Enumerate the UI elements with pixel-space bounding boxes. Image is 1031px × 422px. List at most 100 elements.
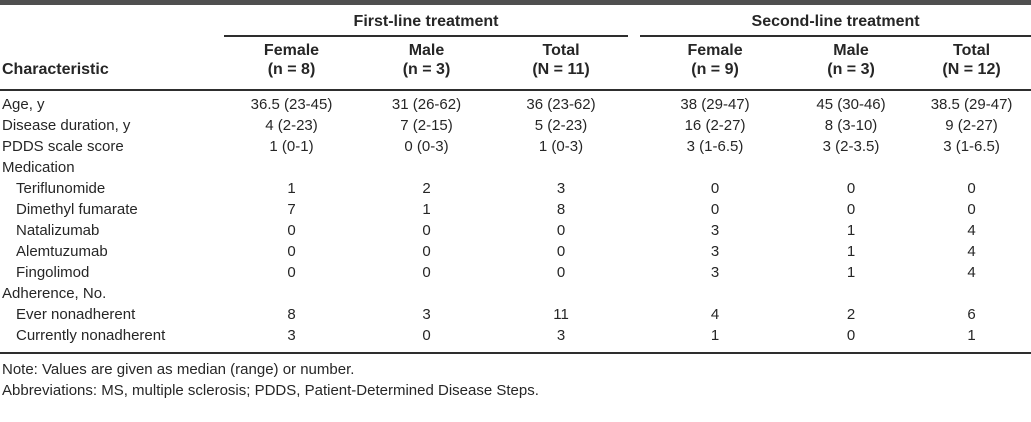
column-header-n: (n = 3) [402, 61, 451, 78]
column-header-label: Total [542, 42, 580, 59]
cell-value [640, 283, 790, 304]
cell-value: 4 [967, 243, 976, 260]
cell-value [640, 157, 790, 178]
column-gap [628, 136, 640, 157]
row-label: Age, y [2, 96, 45, 113]
cell-value: 5 (2-23) [534, 117, 588, 134]
row-label: PDDS scale score [2, 138, 124, 155]
column-header-fl-male: Male (n = 3) [359, 36, 494, 91]
column-header-sl-total: Total (N = 12) [912, 36, 1031, 91]
column-header-n: (n = 3) [827, 61, 875, 78]
group-header-row: First-line treatment Second-line treatme… [0, 5, 1031, 37]
column-header-gap [628, 36, 641, 91]
top-rule [0, 0, 1031, 5]
cell-value: 0 [967, 201, 976, 218]
cell-value: 0 [287, 243, 296, 260]
table-row: Age, y 36.5 (23-45) 31 (26-62) 36 (23-62) 38… [0, 90, 1031, 115]
cell-value: 0 [287, 264, 296, 281]
column-header-n: (N = 11) [532, 61, 590, 78]
cell-value: 7 (2-15) [400, 117, 453, 134]
cell-value: 0 [967, 180, 976, 197]
cell-value: 1 [967, 327, 976, 344]
table-header: First-line treatment Second-line treatme… [0, 5, 1031, 91]
cell-value: 3 [556, 180, 566, 197]
table-abbreviations: Abbreviations: MS, multiple sclerosis; P… [2, 382, 539, 399]
cell-value [912, 157, 1031, 178]
cell-value: 1 [287, 180, 296, 197]
cell-value: 4 [967, 264, 976, 281]
row-label: Disease duration, y [2, 117, 131, 134]
cell-value: 0 [710, 180, 720, 197]
cell-value: 6 [967, 306, 976, 323]
cell-value [494, 283, 628, 304]
group-header-first-line: First-line treatment [224, 5, 629, 37]
column-header-n: (N = 12) [942, 61, 1001, 78]
cell-value: 31 (26-62) [391, 96, 462, 113]
cell-value: 0 [710, 201, 720, 218]
cell-value [494, 157, 628, 178]
cell-value: 2 [846, 306, 856, 323]
cell-value [912, 283, 1031, 304]
cell-value: 11 [553, 306, 569, 323]
cell-value: 1 (0-1) [269, 138, 314, 155]
table-row: Ever nonadherent 8 3 11 4 2 6 [0, 304, 1031, 325]
cell-value: 0 [556, 243, 566, 260]
cell-value: 3 (1-6.5) [686, 138, 744, 155]
column-header-label: Female [263, 42, 320, 59]
cell-value [359, 283, 494, 304]
group-header-spacer-left [0, 5, 224, 36]
cell-value: 1 (0-3) [538, 138, 584, 155]
column-header-label: Male [408, 42, 445, 59]
table-row: Currently nonadherent 3 0 3 1 0 1 [0, 325, 1031, 353]
row-label: Teriflunomide [16, 180, 106, 197]
table-row: Alemtuzumab 0 0 0 3 1 4 [0, 241, 1031, 262]
cell-value: 3 [710, 222, 720, 239]
row-label: Ever nonadherent [16, 306, 136, 323]
cell-value: 0 [422, 264, 431, 281]
cell-value: 0 [846, 201, 856, 218]
column-header-label: Female [687, 42, 743, 59]
row-label: Adherence, No. [2, 285, 107, 302]
cell-value [359, 157, 494, 178]
cell-value: 16 (2-27) [684, 117, 746, 134]
cell-value: 0 [846, 327, 856, 344]
table-note: Note: Values are given as median (range)… [2, 361, 355, 378]
row-label: Alemtuzumab [16, 243, 108, 260]
cell-value: 0 [556, 264, 566, 281]
cell-value: 3 [422, 306, 431, 323]
cell-value: 4 [710, 306, 720, 323]
cell-value: 3 (2-3.5) [822, 138, 880, 155]
cell-value: 0 (0-3) [404, 138, 449, 155]
cell-value: 36.5 (23-45) [250, 96, 333, 113]
data-table: First-line treatment Second-line treatme… [0, 5, 1031, 354]
table-row: Adherence, No. [0, 283, 1031, 304]
cell-value: 8 (3-10) [824, 117, 878, 134]
cell-value: 3 [710, 243, 720, 260]
cell-value: 0 [422, 243, 431, 260]
cell-value: 0 [846, 180, 856, 197]
row-label: Currently nonadherent [16, 327, 166, 344]
table-row: Disease duration, y 4 (2-23) 7 (2-15) 5 (2-… [0, 115, 1031, 136]
table-row: PDDS scale score 1 (0-1) 0 (0-3) 1 (0-3) 3 (… [0, 136, 1031, 157]
table-row: Fingolimod 0 0 0 3 1 4 [0, 262, 1031, 283]
cell-value: 1 [846, 243, 856, 260]
column-header-n: (n = 8) [267, 61, 316, 78]
column-gap [628, 304, 640, 325]
column-gap [628, 199, 640, 220]
cell-value: 8 [556, 201, 566, 218]
column-header-sl-female: Female (n = 9) [640, 36, 791, 91]
cell-value [224, 283, 359, 304]
cell-value: 3 (1-6.5) [943, 138, 1000, 155]
column-gap [628, 178, 640, 199]
cell-value: 38 (29-47) [680, 96, 750, 113]
cell-value: 7 [287, 201, 296, 218]
column-header-fl-female: Female (n = 8) [224, 36, 359, 91]
table-footnotes: Note: Values are given as median (range)… [0, 354, 1031, 401]
cell-value: 8 [287, 306, 296, 323]
cell-value: 9 (2-27) [945, 117, 998, 134]
row-label: Natalizumab [16, 222, 100, 239]
cell-value: 1 [422, 201, 431, 218]
cell-value: 36 (23-62) [526, 96, 596, 113]
cell-value: 38.5 (29-47) [930, 96, 1013, 113]
column-gap [628, 325, 640, 353]
